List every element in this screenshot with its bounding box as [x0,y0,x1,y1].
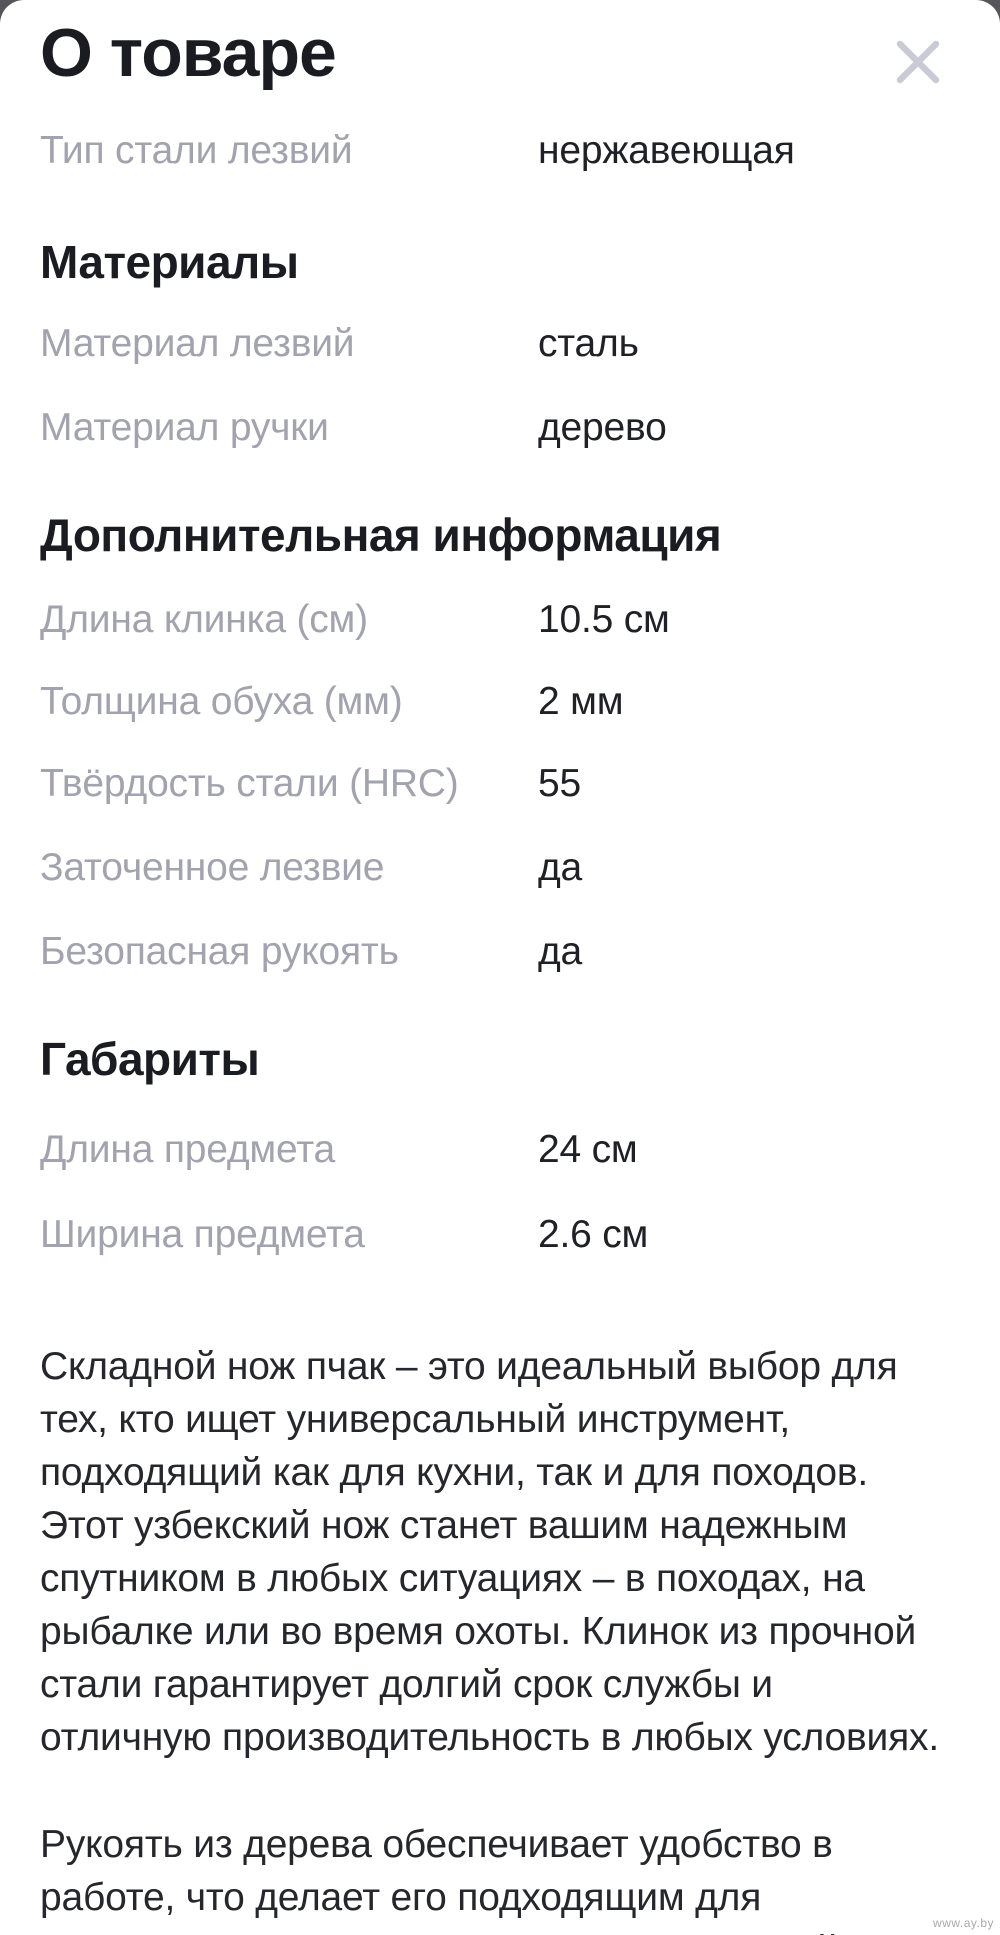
spec-row: Заточенное лезвие да [40,844,960,892]
spec-row: Твёрдость стали (HRC) 55 [40,760,960,808]
spec-row: Толщина обуха (мм) 2 мм [40,678,960,726]
spec-label: Материал ручки [40,406,329,449]
close-button[interactable] [886,30,950,94]
spec-row: Тип стали лезвий нержавеющая [40,127,960,175]
spec-value: 2 мм [538,680,624,723]
spec-value: да [538,930,583,973]
close-icon [893,37,943,87]
description-paragraph: Рукоять из дерева обеспечивает удобство … [40,1823,838,1935]
section-title-dimensions: Габариты [40,1033,260,1085]
product-description: Складной нож пчак – это идеальный выбор … [40,1340,960,1935]
description-paragraph: Складной нож пчак – это идеальный выбор … [40,1345,939,1759]
spec-label: Заточенное лезвие [40,846,385,889]
page-title: О товаре [40,15,337,91]
spec-value: 24 см [538,1128,638,1171]
sheet-header: О товаре [40,16,960,90]
spec-value: да [538,846,583,889]
spec-row: Безопасная рукоять да [40,928,960,976]
spec-label: Материал лезвий [40,322,355,365]
spec-row: Длина предмета 24 см [40,1126,960,1174]
watermark: www.ay.by [933,1916,994,1930]
spec-label: Тип стали лезвий [40,129,353,172]
spec-label: Безопасная рукоять [40,930,399,973]
spec-label: Твёрдость стали (HRC) [40,762,459,805]
spec-label: Толщина обуха (мм) [40,680,403,723]
section-title-additional-info: Дополнительная информация [40,509,722,561]
spec-row: Материал ручки дерево [40,404,960,452]
spec-value: нержавеющая [538,129,795,172]
spec-row: Ширина предмета 2.6 см [40,1211,960,1259]
spec-value: дерево [538,406,667,449]
spec-row: Материал лезвий сталь [40,320,960,368]
spec-value: сталь [538,322,639,365]
spec-label: Ширина предмета [40,1213,365,1256]
section-title-materials: Материалы [40,236,299,288]
spec-value: 55 [538,762,581,805]
spec-label: Длина клинка (см) [40,598,368,641]
spec-row: Длина клинка (см) 10.5 см [40,596,960,644]
spec-value: 10.5 см [538,598,670,641]
spec-value: 2.6 см [538,1213,649,1256]
spec-label: Длина предмета [40,1128,335,1171]
